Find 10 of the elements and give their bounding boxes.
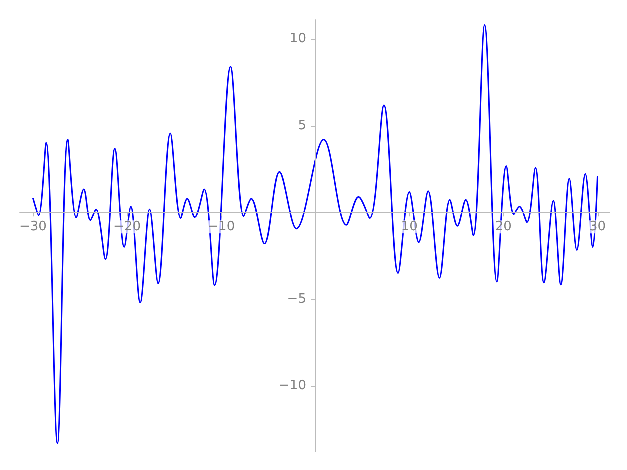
y-tick-label: −5 bbox=[287, 292, 306, 307]
x-tick-label: −20 bbox=[114, 220, 141, 235]
y-tick-label: −10 bbox=[279, 378, 306, 394]
x-tick-label: 20 bbox=[495, 220, 512, 235]
x-tick-label: −30 bbox=[19, 220, 47, 235]
x-tick-label: 30 bbox=[589, 220, 606, 235]
y-tick-label: 10 bbox=[290, 32, 306, 47]
x-tick-label: 10 bbox=[401, 220, 418, 235]
x-tick-label: −10 bbox=[208, 220, 236, 235]
y-tick-label: 5 bbox=[298, 118, 306, 134]
